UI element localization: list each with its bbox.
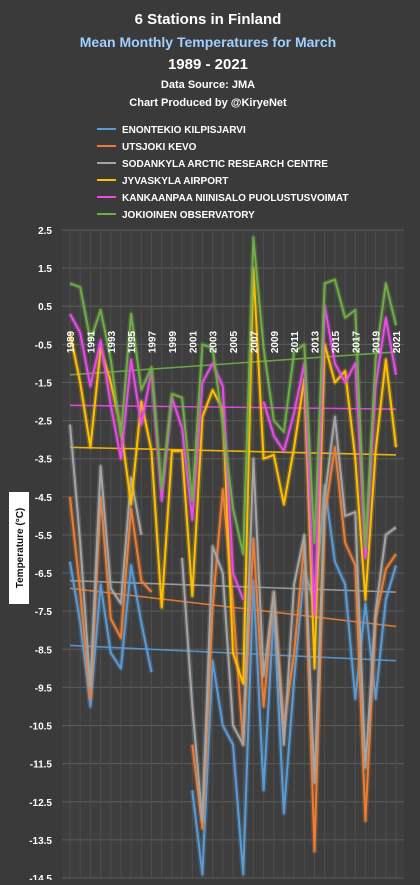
x-tick-label: 2005 [229,330,240,353]
y-axis-tick-labels: 2.5 1.5 0.5 -0.5 -1.5 -2.5 -3.5 -4.5 -5.5 -6.5 -7.… [29,226,53,885]
chart-source: Data Source: JMA [161,79,255,91]
y-tick-label: -9.5 [35,683,53,694]
x-tick-label: 1999 [168,330,179,353]
y-tick-label: -1.5 [35,378,53,389]
y-tick-label: -5.5 [35,531,53,542]
y-tick-label: -2.5 [35,417,53,428]
x-tick-label: 2001 [188,330,199,353]
x-tick-label: 2011 [290,331,301,353]
y-tick-label: 2.5 [38,226,52,237]
chart-subtitle: Mean Monthly Temperatures for March [80,34,336,50]
y-tick-label: 0.5 [38,302,52,313]
x-axis-tick-labels: 1989 1991 1993 1995 1997 1999 2001 2003 2005 2007… [66,330,403,353]
y-tick-label: -12.5 [29,798,52,809]
y-tick-label: -7.5 [35,607,53,618]
x-tick-label: 2017 [351,330,362,353]
x-tick-label: 2007 [249,330,260,353]
trend-line [69,351,397,376]
series-line [69,236,397,555]
x-tick-label: 1997 [148,330,159,353]
series-line [69,446,397,853]
x-tick-label: 2015 [331,330,342,353]
y-tick-label: -8.5 [35,645,53,656]
y-tick-label: -11.5 [30,760,53,771]
legend-label: SODANKYLA ARCTIC RESEARCH CENTRE [122,159,328,170]
x-tick-label: 1991 [86,330,97,353]
chart-title: 6 Stations in Finland [135,11,282,28]
chart-legend: ENONTEKIO KILPISJARVI UTSJOKI KEVO SODANKY… [97,125,348,221]
x-tick-label: 2003 [209,330,220,353]
legend-label: KANKAANPAA NIINISALO PUOLUSTUSVOIMAT [122,193,348,204]
y-tick-label: -14.5 [29,874,52,880]
y-axis-label-box [9,492,29,604]
x-tick-label: 2009 [270,330,281,353]
y-tick-label: 1.5 [38,264,52,275]
y-tick-label: -0.5 [35,340,53,351]
x-tick-label: 2013 [311,330,322,353]
x-tick-label: 1989 [66,330,77,353]
y-tick-label: -6.5 [35,569,53,580]
y-tick-label: -3.5 [35,455,53,466]
series-line [69,484,397,876]
y-tick-label: -13.5 [29,836,52,847]
series-lines [67,235,399,877]
x-tick-label: 2021 [392,330,403,353]
y-tick-label: -10.5 [29,722,52,733]
y-tick-label: -4.5 [35,493,53,504]
x-tick-label: 1995 [127,330,138,353]
x-tick-label: 1993 [107,330,118,353]
chart-credit: Chart Produced by @KiryeNet [129,97,287,109]
legend-label: ENONTEKIO KILPISJARVI [122,125,246,136]
legend-label: UTSJOKI KEVO [122,142,197,153]
x-tick-label: 2019 [372,330,383,353]
legend-label: JOKIOINEN OBSERVATORY [122,210,255,221]
chart-years: 1989 - 2021 [168,56,248,73]
legend-label: JYVASKYLA AIRPORT [122,176,228,187]
y-axis-title: Temperature (°C) [15,508,26,589]
